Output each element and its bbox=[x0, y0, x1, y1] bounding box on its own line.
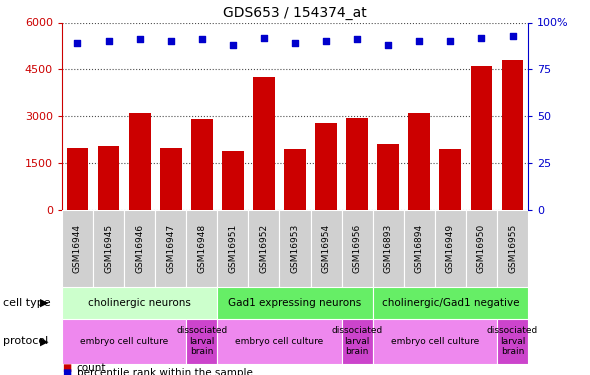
Bar bbox=[440, 149, 461, 210]
Text: Gad1 expressing neurons: Gad1 expressing neurons bbox=[228, 298, 362, 308]
Bar bbox=[315, 123, 337, 210]
Text: cholinergic neurons: cholinergic neurons bbox=[88, 298, 191, 308]
Bar bbox=[342, 210, 373, 287]
Point bbox=[352, 36, 362, 42]
Text: cholinergic/Gad1 negative: cholinergic/Gad1 negative bbox=[382, 298, 519, 308]
Text: GSM16893: GSM16893 bbox=[384, 224, 393, 273]
Bar bbox=[129, 113, 150, 210]
Point bbox=[166, 38, 175, 44]
Point bbox=[445, 38, 455, 44]
Bar bbox=[248, 210, 280, 287]
Bar bbox=[284, 149, 306, 210]
Text: embryo cell culture: embryo cell culture bbox=[80, 337, 168, 346]
Bar bbox=[98, 146, 119, 210]
Bar bbox=[378, 144, 399, 210]
Point bbox=[104, 38, 113, 44]
Bar bbox=[435, 210, 466, 287]
Bar bbox=[124, 210, 155, 287]
Text: GSM16950: GSM16950 bbox=[477, 224, 486, 273]
Bar bbox=[408, 113, 430, 210]
Text: GSM16946: GSM16946 bbox=[135, 224, 144, 273]
Text: GSM16952: GSM16952 bbox=[260, 224, 268, 273]
Text: GSM16953: GSM16953 bbox=[290, 224, 300, 273]
Bar bbox=[466, 210, 497, 287]
Bar bbox=[160, 147, 182, 210]
Text: dissociated
larval
brain: dissociated larval brain bbox=[332, 326, 383, 356]
Text: protocol: protocol bbox=[3, 336, 48, 346]
Bar bbox=[373, 319, 497, 364]
Bar bbox=[155, 210, 186, 287]
Text: count: count bbox=[77, 363, 106, 373]
Bar bbox=[93, 210, 124, 287]
Bar bbox=[497, 210, 528, 287]
Bar bbox=[373, 210, 404, 287]
Bar bbox=[310, 210, 342, 287]
Point bbox=[259, 34, 268, 40]
Bar bbox=[62, 319, 186, 364]
Text: GSM16947: GSM16947 bbox=[166, 224, 175, 273]
Text: ■: ■ bbox=[62, 363, 71, 373]
Point bbox=[384, 42, 393, 48]
Point bbox=[197, 36, 206, 42]
Point bbox=[477, 34, 486, 40]
Bar bbox=[217, 319, 342, 364]
Bar bbox=[502, 60, 523, 210]
Point bbox=[73, 40, 82, 46]
Bar bbox=[280, 210, 310, 287]
Text: ▶: ▶ bbox=[40, 336, 48, 346]
Bar bbox=[471, 66, 492, 210]
Text: dissociated
larval
brain: dissociated larval brain bbox=[176, 326, 227, 356]
Text: ■: ■ bbox=[62, 368, 71, 375]
Text: embryo cell culture: embryo cell culture bbox=[391, 337, 479, 346]
Text: embryo cell culture: embryo cell culture bbox=[235, 337, 323, 346]
Point bbox=[135, 36, 145, 42]
Bar bbox=[497, 319, 528, 364]
Text: GSM16949: GSM16949 bbox=[446, 224, 455, 273]
Bar bbox=[217, 287, 373, 319]
Text: GSM16956: GSM16956 bbox=[353, 224, 362, 273]
Bar bbox=[342, 319, 373, 364]
Bar bbox=[67, 147, 88, 210]
Text: GSM16954: GSM16954 bbox=[322, 224, 330, 273]
Text: percentile rank within the sample: percentile rank within the sample bbox=[77, 368, 253, 375]
Bar bbox=[373, 287, 528, 319]
Text: ▶: ▶ bbox=[40, 298, 48, 308]
Text: GSM16948: GSM16948 bbox=[197, 224, 206, 273]
Point bbox=[228, 42, 238, 48]
Title: GDS653 / 154374_at: GDS653 / 154374_at bbox=[223, 6, 367, 20]
Text: dissociated
larval
brain: dissociated larval brain bbox=[487, 326, 538, 356]
Bar bbox=[62, 287, 217, 319]
Bar bbox=[346, 118, 368, 210]
Bar bbox=[62, 210, 93, 287]
Point bbox=[322, 38, 331, 44]
Bar bbox=[186, 210, 217, 287]
Bar bbox=[404, 210, 435, 287]
Text: cell type: cell type bbox=[3, 298, 51, 308]
Bar bbox=[217, 210, 248, 287]
Bar bbox=[191, 119, 212, 210]
Text: GSM16894: GSM16894 bbox=[415, 224, 424, 273]
Point bbox=[508, 33, 517, 39]
Text: GSM16955: GSM16955 bbox=[508, 224, 517, 273]
Text: GSM16944: GSM16944 bbox=[73, 224, 82, 273]
Bar bbox=[253, 77, 275, 210]
Bar bbox=[186, 319, 217, 364]
Bar bbox=[222, 151, 244, 210]
Text: GSM16945: GSM16945 bbox=[104, 224, 113, 273]
Point bbox=[415, 38, 424, 44]
Point bbox=[290, 40, 300, 46]
Text: GSM16951: GSM16951 bbox=[228, 224, 237, 273]
